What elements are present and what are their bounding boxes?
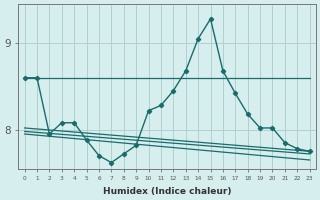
- X-axis label: Humidex (Indice chaleur): Humidex (Indice chaleur): [103, 187, 231, 196]
